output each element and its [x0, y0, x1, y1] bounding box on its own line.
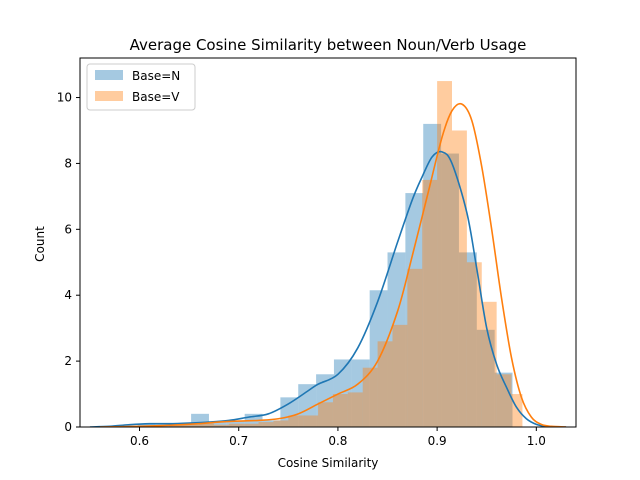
histogram-bar [333, 359, 352, 427]
plot-marks [89, 81, 567, 427]
histogram-bar [496, 374, 512, 427]
axis-ticks: 0.6 0.7 0.8 0.9 1.0 0 2 4 6 8 10 [57, 91, 546, 448]
legend-label: Base=V [132, 90, 180, 104]
y-axis-label: Count [33, 226, 47, 262]
histogram-bar [437, 81, 452, 427]
histogram-bar [458, 252, 477, 427]
legend-swatch [95, 70, 123, 80]
y-tick-label: 4 [64, 288, 72, 302]
histogram-1 [169, 81, 523, 427]
histogram-bar [481, 301, 497, 427]
kde-line-0 [89, 150, 567, 427]
legend: Base=N Base=V [86, 63, 196, 111]
histogram-bar [303, 415, 319, 427]
histogram-bar [137, 423, 156, 427]
histogram-bar [262, 420, 281, 427]
histogram-bar [407, 268, 423, 427]
histogram-bar [228, 423, 244, 427]
x-tick-label: 0.6 [130, 434, 149, 448]
kde-line-1 [99, 102, 567, 427]
histogram-bar [288, 415, 304, 427]
histogram-bar [258, 422, 274, 427]
y-tick-label: 0 [64, 420, 72, 434]
histogram-bar [423, 123, 442, 427]
histogram-bar [226, 420, 245, 427]
histogram-bar [377, 341, 393, 427]
histogram-0 [137, 123, 513, 427]
axes-frame [79, 57, 577, 428]
histogram-bar [494, 372, 513, 427]
histogram-bar [392, 324, 408, 427]
chart-title: Average Cosine Similarity between Noun/V… [130, 36, 527, 54]
y-tick-label: 8 [64, 156, 72, 170]
histogram-bar [387, 252, 406, 427]
legend-label: Base=N [132, 69, 180, 83]
plot-area [89, 81, 567, 427]
histogram-bar [208, 422, 227, 427]
histogram-bar [280, 397, 299, 427]
histogram-bar [466, 262, 482, 427]
histogram-bar [351, 359, 370, 427]
histogram-bar [452, 130, 467, 427]
x-tick-label: 1.0 [527, 434, 546, 448]
histogram-bar [405, 193, 424, 427]
histogram-bar [184, 424, 200, 427]
histogram-bar [362, 367, 378, 427]
histogram-bar [441, 153, 459, 427]
histogram-bar [476, 329, 495, 427]
histogram-bar [173, 424, 192, 427]
histogram-bar [332, 394, 348, 427]
x-tick-label: 0.8 [328, 434, 347, 448]
legend-swatch [95, 91, 123, 101]
histogram-bar [273, 420, 289, 427]
histogram-bar [511, 394, 523, 427]
y-tick-label: 2 [64, 354, 72, 368]
legend-box [86, 63, 196, 111]
y-tick-label: 6 [64, 222, 72, 236]
histogram-bar [422, 179, 438, 427]
histogram-bar [347, 392, 363, 427]
histogram-bar [318, 402, 333, 427]
x-tick-label: 0.9 [428, 434, 447, 448]
histogram-bar [213, 424, 229, 427]
x-axis-label: Cosine Similarity [278, 456, 379, 470]
histogram-bar [199, 423, 214, 427]
histogram-bar [243, 423, 259, 427]
x-tick-label: 0.7 [229, 434, 248, 448]
y-tick-label: 10 [57, 91, 72, 105]
